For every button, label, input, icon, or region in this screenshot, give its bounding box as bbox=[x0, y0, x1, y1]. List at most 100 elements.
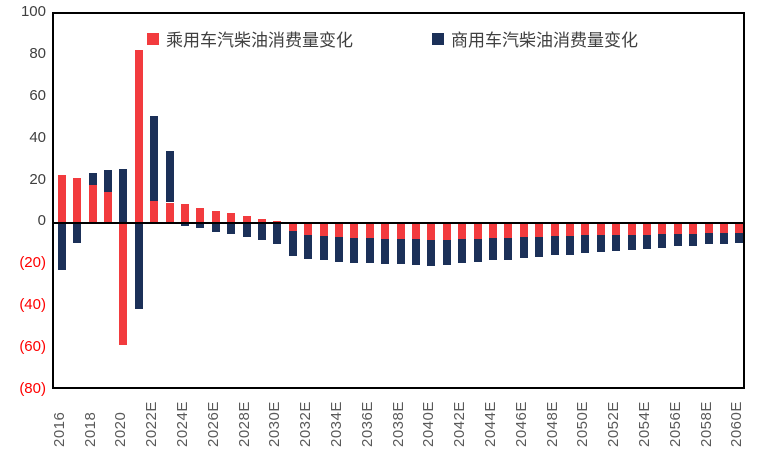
x-tick-label: 2056E bbox=[666, 401, 684, 447]
bar-segment-commercial bbox=[57, 223, 66, 270]
x-tick-label: 2024E bbox=[173, 401, 191, 447]
x-tick-label: 2042E bbox=[451, 401, 469, 447]
legend-swatch-commercial-icon bbox=[432, 32, 444, 45]
bar-segment-passenger bbox=[273, 221, 282, 224]
bar-segment-commercial bbox=[381, 239, 390, 265]
x-tick-label: 2036E bbox=[358, 401, 376, 447]
bar-segment-passenger bbox=[442, 223, 451, 241]
bar-segment-commercial bbox=[519, 237, 528, 258]
bar-segment-commercial bbox=[273, 223, 282, 245]
bar-segment-commercial bbox=[150, 115, 159, 202]
bar-segment-passenger bbox=[612, 223, 621, 235]
x-tick-label: 2058E bbox=[697, 401, 715, 447]
bar-segment-passenger bbox=[473, 223, 482, 240]
bar-segment-passenger bbox=[73, 178, 82, 224]
bar-segment-passenger bbox=[227, 212, 236, 224]
bar-segment-commercial bbox=[627, 234, 636, 250]
bar-segment-passenger bbox=[211, 210, 220, 224]
bar-segment-passenger bbox=[257, 219, 266, 224]
y-tick-label: (60) bbox=[19, 338, 46, 356]
bar-segment-passenger bbox=[519, 223, 528, 238]
legend-item-commercial: 商用车汽柴油消费量变化 bbox=[432, 26, 638, 51]
bar-segment-commercial bbox=[396, 239, 405, 265]
bar-segment-passenger bbox=[103, 192, 112, 224]
bar-segment-passenger bbox=[627, 223, 636, 235]
bar-segment-commercial bbox=[535, 237, 544, 257]
zero-axis-line bbox=[54, 222, 743, 225]
y-tick-label: 80 bbox=[29, 44, 46, 62]
x-tick-label: 2050E bbox=[574, 401, 592, 447]
bar-segment-passenger bbox=[165, 202, 174, 224]
bar-segment-commercial bbox=[73, 223, 82, 244]
y-tick-label: 40 bbox=[29, 128, 46, 146]
bar-segment-commercial bbox=[319, 236, 328, 261]
bar-segment-passenger bbox=[319, 223, 328, 236]
y-tick-label: (80) bbox=[19, 380, 46, 397]
x-tick-label: 2030E bbox=[266, 401, 284, 447]
bar-segment-commercial bbox=[88, 173, 97, 185]
x-tick-label: 2044E bbox=[481, 401, 499, 447]
x-tick-label: 2028E bbox=[235, 401, 253, 447]
bar-segment-passenger bbox=[334, 223, 343, 238]
bar-segment-commercial bbox=[735, 232, 744, 244]
bar-segment-commercial bbox=[550, 236, 559, 255]
y-tick-label: (20) bbox=[19, 254, 46, 272]
legend-swatch-passenger-icon bbox=[147, 32, 159, 45]
bar-segment-commercial bbox=[365, 238, 374, 264]
bar-segment-commercial bbox=[642, 234, 651, 249]
x-tick-label: 2018 bbox=[81, 411, 99, 447]
bar-segment-commercial bbox=[134, 223, 143, 310]
bar-segment-commercial bbox=[427, 240, 436, 267]
bar-segment-passenger bbox=[735, 223, 744, 233]
bar-segment-passenger bbox=[134, 49, 143, 224]
x-tick-label: 2052E bbox=[605, 401, 623, 447]
bar-segment-passenger bbox=[673, 223, 682, 234]
bar-segment-passenger bbox=[719, 223, 728, 233]
bar-segment-commercial bbox=[257, 223, 266, 241]
x-tick-label: 2016 bbox=[50, 411, 68, 447]
bar-segment-passenger bbox=[396, 223, 405, 240]
bar-segment-commercial bbox=[334, 237, 343, 263]
bar-segment-commercial bbox=[103, 170, 112, 193]
bar-segment-commercial bbox=[242, 223, 251, 238]
bar-segment-commercial bbox=[673, 233, 682, 247]
bar-segment-passenger bbox=[196, 207, 205, 224]
legend-label-commercial: 商用车汽柴油消费量变化 bbox=[451, 31, 638, 50]
bar-segment-passenger bbox=[504, 223, 513, 239]
plot-area bbox=[52, 12, 745, 389]
y-tick-label: 100 bbox=[20, 3, 46, 20]
bar-segment-commercial bbox=[581, 234, 590, 253]
bar-segment-passenger bbox=[411, 223, 420, 240]
x-tick-label: 2048E bbox=[543, 401, 561, 447]
x-tick-label: 2026E bbox=[204, 401, 222, 447]
legend-item-passenger: 乘用车汽柴油消费量变化 bbox=[147, 26, 353, 51]
x-tick-label: 2022E bbox=[143, 401, 161, 447]
x-tick-label: 2038E bbox=[389, 401, 407, 447]
bar-segment-passenger bbox=[458, 223, 467, 240]
x-tick-label: 2054E bbox=[635, 401, 653, 447]
bar-segment-commercial bbox=[119, 168, 128, 224]
bar-segment-passenger bbox=[304, 223, 313, 235]
bar-segment-passenger bbox=[180, 203, 189, 224]
bar-segment-passenger bbox=[565, 223, 574, 236]
bar-segment-passenger bbox=[689, 223, 698, 234]
bar-segment-passenger bbox=[88, 184, 97, 224]
bar-segment-commercial bbox=[227, 223, 236, 234]
bar-segment-commercial bbox=[180, 223, 189, 226]
bar-segment-passenger bbox=[704, 223, 713, 233]
x-tick-label: 2040E bbox=[420, 401, 438, 447]
bar-segment-passenger bbox=[381, 223, 390, 240]
bar-segment-commercial bbox=[719, 232, 728, 245]
x-tick-label: 2046E bbox=[512, 401, 530, 447]
bar-segment-commercial bbox=[658, 233, 667, 248]
bar-segment-commercial bbox=[458, 239, 467, 264]
bar-segment-passenger bbox=[119, 223, 128, 345]
bar-segment-commercial bbox=[565, 236, 574, 255]
bar-segment-commercial bbox=[504, 238, 513, 261]
bar-segment-commercial bbox=[165, 151, 174, 203]
y-tick-label: 20 bbox=[29, 170, 46, 188]
y-tick-label: (40) bbox=[19, 296, 46, 314]
bar-segment-passenger bbox=[288, 223, 297, 231]
bar-segment-commercial bbox=[288, 230, 297, 256]
